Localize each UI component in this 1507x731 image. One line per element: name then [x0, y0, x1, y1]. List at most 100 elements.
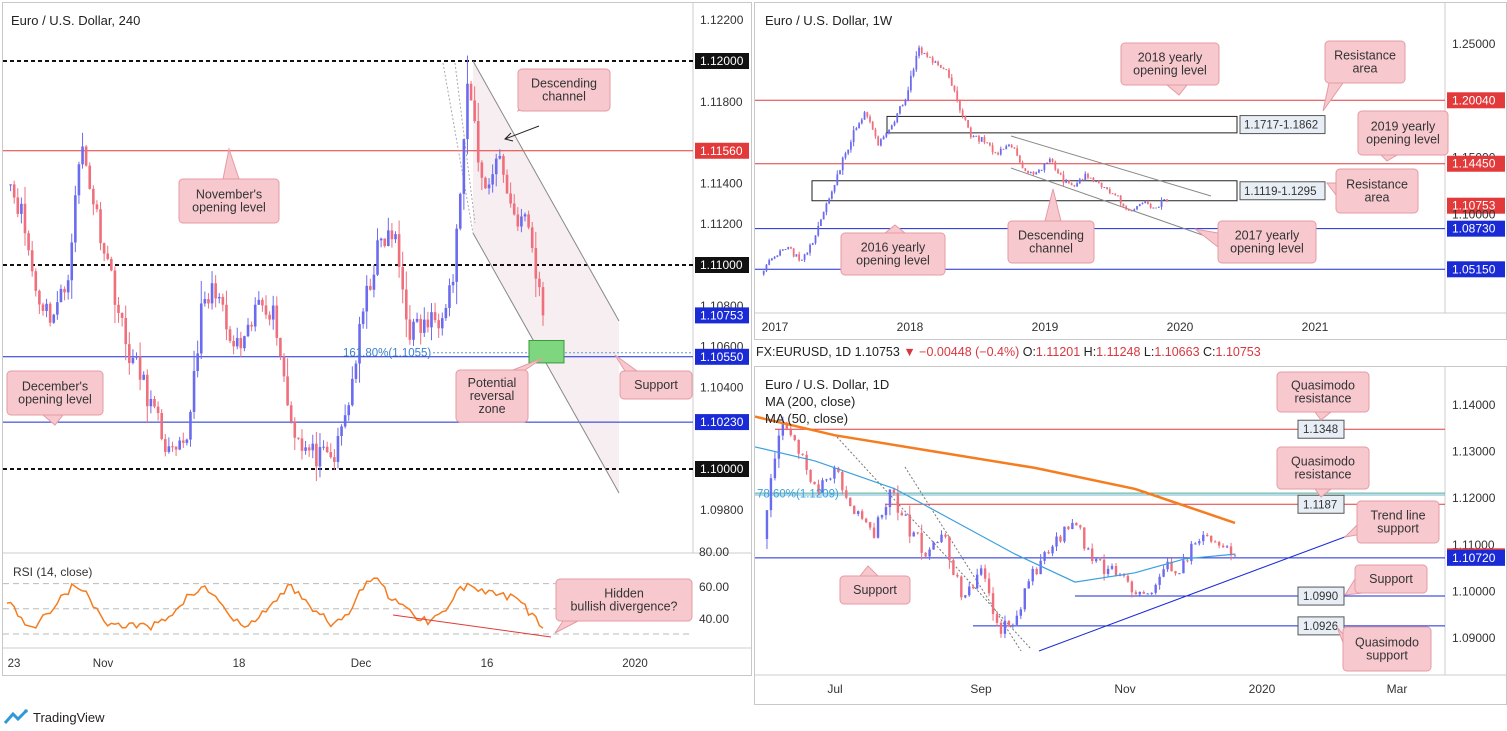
ohlc-4h-candle — [279, 337, 282, 357]
ohlc-1w-candle — [920, 47, 923, 54]
ohlc-4h-candle — [145, 374, 149, 407]
ohlc-4h-candle — [261, 299, 264, 306]
ohlc-1d-candle — [1067, 526, 1070, 530]
ma200-legend: MA (200, close) — [765, 394, 856, 409]
ohlc-4h-candle — [178, 440, 181, 450]
ohlc-4h-candle — [156, 406, 160, 414]
price-tick-1w: 1.08730 — [1452, 222, 1496, 236]
level-tag: 1.0990 — [1303, 591, 1338, 603]
ohlc-4h-candle — [225, 304, 228, 330]
ohlc-4h-candle — [458, 193, 462, 229]
ohlc-1d-candle — [876, 517, 880, 538]
price-tick-4h: 1.10400 — [700, 380, 744, 394]
ohlc-4h-candle — [232, 340, 235, 347]
ohlc-4h-candle — [185, 439, 189, 443]
ohlc-4h-candle — [412, 321, 415, 340]
ohlc-1d-candle — [1019, 609, 1023, 616]
rsi-line — [6, 577, 544, 632]
price-tick-1w-bg — [1447, 197, 1505, 214]
ohlc-1w-candle — [934, 61, 937, 63]
chart-1d-panel[interactable]: 78.60%(1.1209) 1.14000 1.13000 1.12000 1.110… — [754, 366, 1507, 705]
ohlc-1w-candle — [942, 67, 945, 70]
fan-line — [442, 62, 474, 234]
ohlc-4h-candle — [480, 162, 484, 178]
rsi-level-tick: 80.00 — [699, 545, 729, 559]
ohlc-4h-candle — [70, 242, 74, 281]
ohlc-1w-candle — [855, 128, 858, 131]
level-tag-bg — [1297, 586, 1345, 606]
ohlc-1d-candle — [829, 478, 832, 480]
ohlc-1w-candle — [795, 254, 798, 257]
ohlc-4h-candle — [160, 413, 163, 440]
time-tick-1w: 2019 — [1032, 320, 1059, 334]
price-tick-1d-bg — [1447, 549, 1505, 566]
ohlc-1w-candle — [863, 112, 866, 120]
ohlc-4h-candle — [243, 336, 246, 349]
ohlc-1w-candle — [937, 61, 940, 65]
callout-text: Support — [1369, 572, 1413, 586]
price-tick-1d: 1.10000 — [1452, 584, 1496, 598]
chart-4h-panel[interactable]: 1.12200 1.12000 1.11800 1.11560 1.11400 1.112… — [2, 2, 752, 676]
price-tick-4h: 1.10230 — [700, 415, 744, 429]
ohlc-4h-candle — [110, 258, 113, 271]
ohlc-1w-candle — [885, 133, 888, 137]
ohlc-1w-candle — [871, 121, 874, 130]
chart-1d-canvas[interactable]: 78.60%(1.1209) 1.14000 1.13000 1.12000 1.110… — [755, 367, 1506, 704]
ohlc-1w-candle — [784, 249, 787, 251]
ohlc-1w-candle — [948, 69, 950, 78]
tradingview-logo[interactable]: TradingView — [4, 709, 105, 725]
ohlc-1w-candle — [860, 119, 863, 124]
ohlc-1w-candle — [1076, 183, 1078, 187]
callout-text: support — [1377, 522, 1419, 536]
chart-1w-canvas[interactable]: 1.250001.200401.150001.144501.107531.100… — [755, 3, 1506, 339]
ohlc-1w-candle — [967, 120, 969, 128]
ohlc-1w-candle — [1152, 207, 1155, 209]
ohlc-1d-candle — [789, 428, 792, 436]
ohlc-1d-candle — [884, 507, 888, 516]
ohlc-1d-candle — [1217, 542, 1221, 546]
price-tick-4h-bg — [695, 348, 749, 365]
level-tag: 1.0926 — [1303, 621, 1338, 633]
ohlc-1d-candle — [1087, 548, 1090, 550]
ohlc-1w-candle — [1059, 173, 1062, 175]
ohlc-4h-candle — [124, 317, 128, 345]
ohlc-4h-candle — [128, 344, 131, 364]
ohlc-1d-candle — [1071, 522, 1074, 530]
ohlc-1d-candle — [1225, 546, 1229, 548]
ohlc-4h-candle — [120, 313, 124, 318]
ohlc-1w-candle — [1127, 209, 1130, 211]
ohlc-1d-candle — [841, 471, 844, 491]
zone-box-upper — [886, 115, 1238, 134]
ohlc-1w-candle — [820, 219, 822, 226]
ohlc-1d-candle — [932, 542, 935, 550]
ohlc-1w-candle — [830, 191, 833, 199]
ohlc-4h-candle — [81, 146, 84, 165]
price-tick-4h: 1.11400 — [700, 176, 743, 190]
ohlc-1d-candle — [1182, 560, 1185, 574]
ohlc-1d-candle — [1221, 545, 1225, 548]
time-tick-1d: Jul — [827, 682, 842, 696]
price-tick-4h: 1.09800 — [700, 503, 744, 517]
callout-text: Quasimodo — [1291, 379, 1355, 393]
ohlc-4h-candle — [523, 214, 527, 217]
ohlc-1w-candle — [858, 123, 860, 129]
callout-text: opening level — [192, 201, 266, 215]
ohlc-4h-candle — [394, 234, 397, 240]
rsi-level-tick: 60.00 — [699, 580, 729, 594]
callout-support-left: Support — [839, 565, 911, 605]
ohlc-1w-candle — [1092, 177, 1095, 182]
chart-4h-canvas[interactable]: 1.12200 1.12000 1.11800 1.11560 1.11400 1.112… — [3, 3, 751, 675]
ma50-line — [755, 446, 1236, 583]
price-tick-1d: 1.10720 — [1452, 551, 1496, 565]
ohlc-4h-candle — [448, 285, 451, 308]
chart-1w-panel[interactable]: 1.250001.200401.150001.144501.107531.100… — [754, 2, 1507, 340]
ohlc-1w-candle — [1141, 203, 1144, 205]
price-tick-4h-bg — [695, 461, 749, 477]
ohlc-4h-candle — [390, 230, 394, 240]
ohlc-4h-candle — [221, 296, 225, 305]
ohlc-1d-candle — [1150, 592, 1153, 594]
ohlc-1w-candle — [1122, 203, 1125, 207]
ohlc-4h-candle — [203, 299, 207, 304]
